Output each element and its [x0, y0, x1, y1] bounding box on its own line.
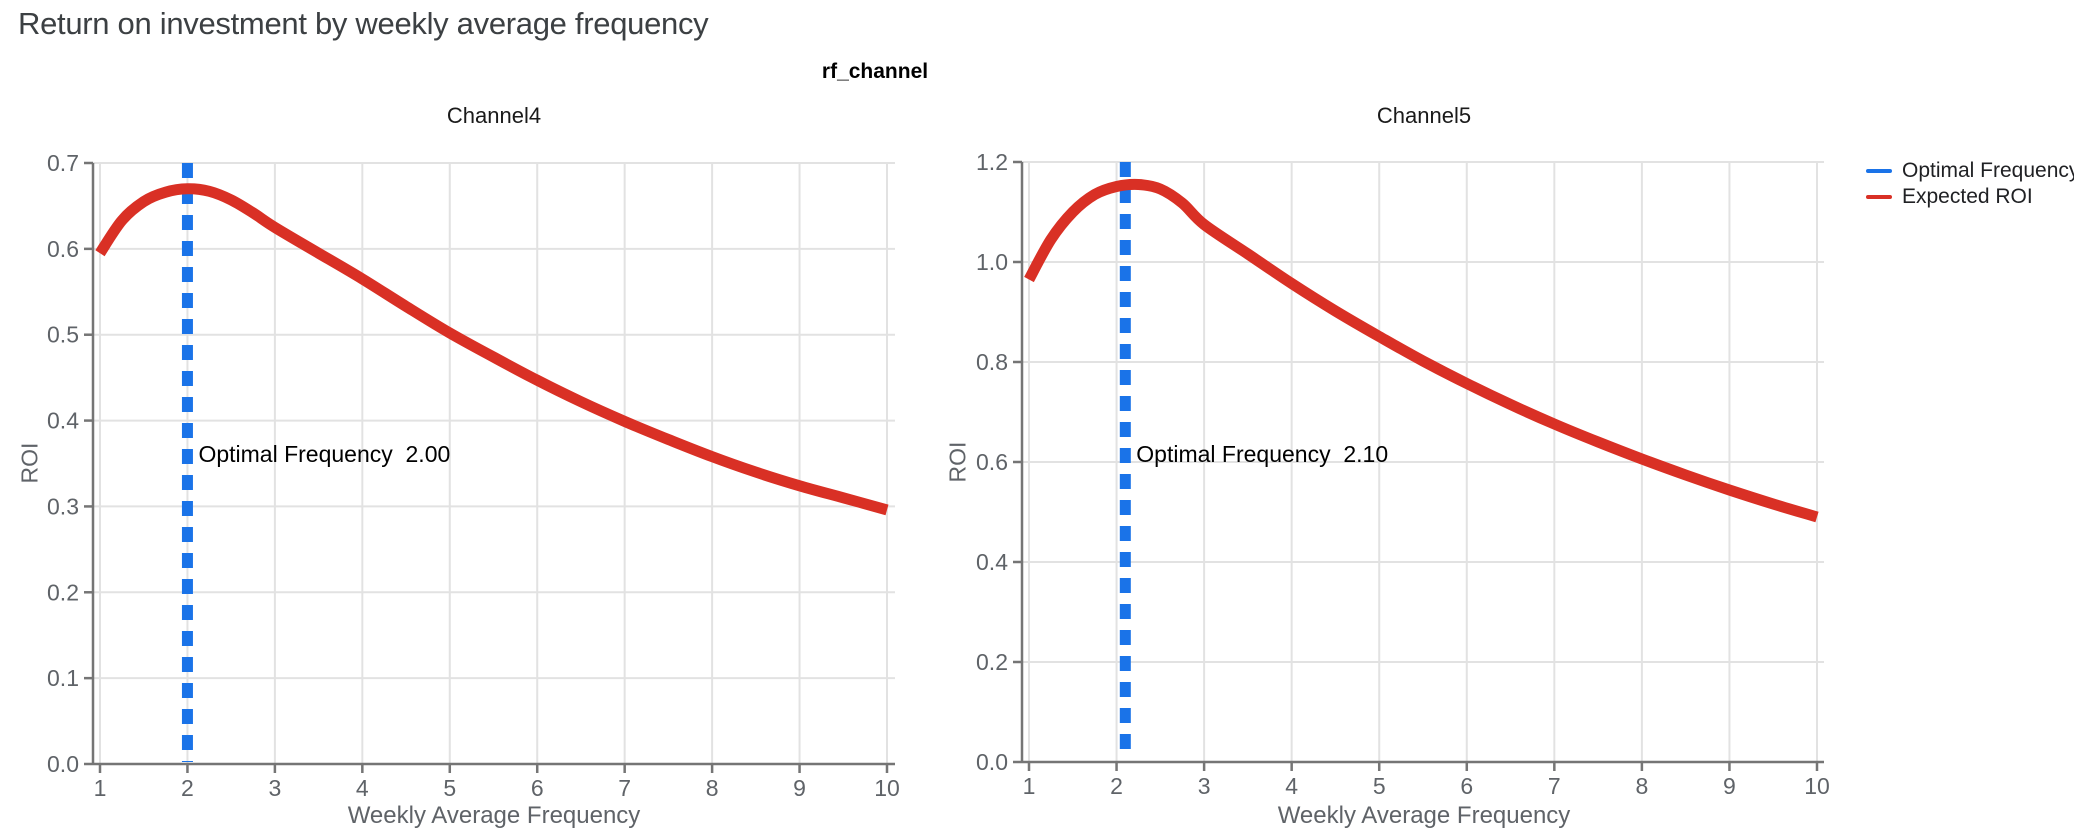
x-tick-label: 8 [706, 775, 719, 801]
legend: Optimal Frequency Expected ROI [1866, 159, 2074, 208]
legend-label-expected-roi: Expected ROI [1902, 185, 2033, 208]
y-tick-label: 0.3 [47, 493, 79, 519]
x-tick-label: 4 [1285, 773, 1298, 799]
x-tick-label: 7 [618, 775, 631, 801]
y-tick-label: 0.6 [47, 236, 79, 262]
optimal-frequency-line-icon [1866, 169, 1892, 173]
expected-roi-curve [95, 183, 889, 516]
x-tick-label: 9 [1723, 773, 1736, 799]
x-tick-label: 2 [1110, 773, 1123, 799]
y-tick-label: 0.0 [47, 751, 79, 777]
y-tick-label: 0.7 [47, 150, 79, 176]
chart-title-channel4: Channel4 [446, 103, 542, 128]
x-tick-label: 3 [1198, 773, 1211, 799]
x-tick-label: 6 [531, 775, 544, 801]
y-tick-label: 0.4 [47, 408, 79, 434]
y-tick-label: 1.0 [976, 249, 1008, 275]
legend-item-optimal-frequency: Optimal Frequency [1866, 159, 2074, 182]
x-tick-label: 2 [181, 775, 194, 801]
x-tick-label: 4 [356, 775, 369, 801]
x-tick-label: 8 [1635, 773, 1648, 799]
x-tick-label: 5 [1373, 773, 1386, 799]
x-tick-label: 3 [268, 775, 281, 801]
x-axis-label-right: Weekly Average Frequency [1277, 802, 1571, 829]
y-tick-label: 0.5 [47, 322, 79, 348]
y-tick-label: 0.2 [976, 649, 1008, 675]
y-tick-label: 0.8 [976, 349, 1008, 375]
x-tick-label: 9 [793, 775, 806, 801]
legend-item-expected-roi: Expected ROI [1866, 185, 2074, 208]
page-title: Return on investment by weekly average f… [18, 6, 709, 41]
expected-roi-line-icon [1866, 195, 1892, 199]
x-tick-label: 6 [1460, 773, 1473, 799]
x-tick-label: 7 [1548, 773, 1561, 799]
x-tick-label: 10 [1804, 773, 1830, 799]
y-tick-label: 0.1 [47, 665, 79, 691]
y-tick-label: 0.6 [976, 449, 1008, 475]
optimal-frequency-annotation-right: Optimal Frequency 2.10 [1136, 441, 1389, 467]
optimal-frequency-annotation-left: Optimal Frequency 2.00 [198, 441, 451, 467]
y-axis-label-roi-right: ROI [944, 441, 971, 483]
y-tick-label: 1.2 [976, 149, 1008, 175]
y-tick-label: 0.2 [47, 579, 79, 605]
legend-label-optimal-frequency: Optimal Frequency [1902, 159, 2074, 182]
figure-suptitle: rf_channel [821, 60, 929, 83]
y-tick-label: 0.4 [976, 549, 1008, 575]
y-axis-label-roi-left: ROI [16, 442, 43, 484]
chart-title-channel5: Channel5 [1376, 103, 1472, 128]
x-tick-label: 1 [94, 775, 107, 801]
x-tick-label: 10 [874, 775, 900, 801]
x-tick-label: 5 [443, 775, 456, 801]
x-axis-label-left: Weekly Average Frequency [347, 802, 641, 829]
y-tick-label: 0.0 [976, 749, 1008, 775]
expected-roi-curve [1024, 178, 1819, 523]
x-tick-label: 1 [1023, 773, 1036, 799]
